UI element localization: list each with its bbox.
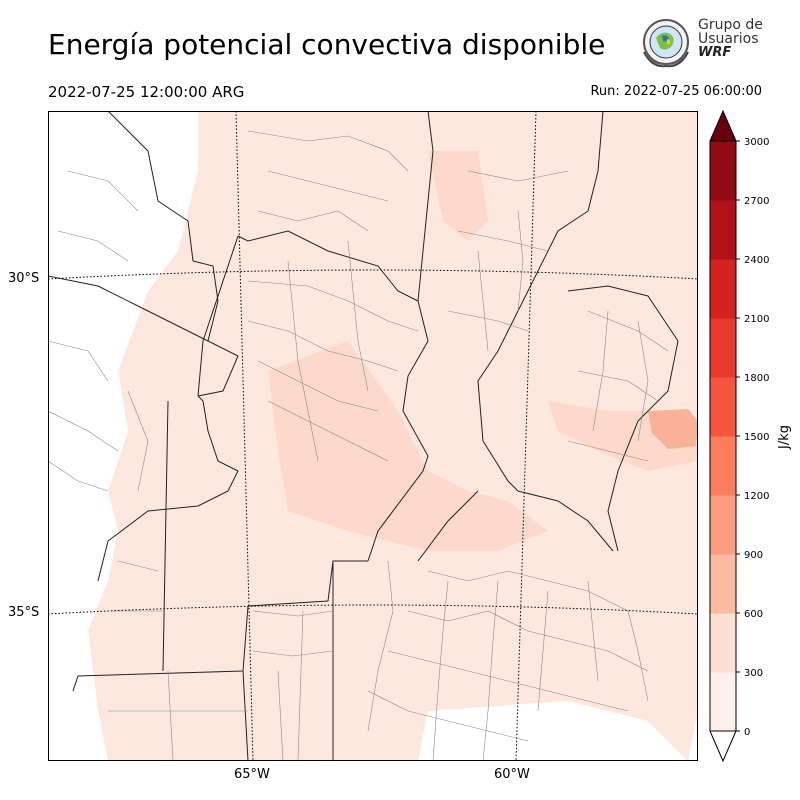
graticule bbox=[48, 111, 698, 761]
colorbar-segment bbox=[710, 554, 736, 614]
colorbar-tick-label: 600 bbox=[744, 609, 763, 620]
logo-line-2: Usuarios bbox=[698, 31, 759, 47]
logo-line-1: Grupo de bbox=[698, 17, 763, 33]
colorbar-segment bbox=[710, 613, 736, 673]
department-borders bbox=[48, 130, 669, 761]
globe-emblem-icon bbox=[643, 19, 689, 68]
colorbar-segment bbox=[710, 318, 736, 378]
colorbar-segments bbox=[709, 110, 737, 763]
cape-field bbox=[48, 111, 698, 761]
colorbar-unit-label: J/kg bbox=[777, 425, 792, 450]
run-time: Run: 2022-07-25 06:00:00 bbox=[590, 84, 762, 99]
lon-label-60w: 60°W bbox=[494, 767, 530, 782]
lon-label-65w: 65°W bbox=[234, 767, 270, 782]
lat-label-35s: 35°S bbox=[8, 605, 40, 620]
colorbar-tick-label: 3000 bbox=[744, 137, 769, 148]
colorbar-tick-label: 1500 bbox=[744, 432, 769, 443]
colorbar-tick-label: 1800 bbox=[744, 373, 769, 384]
logo-line-3: WRF bbox=[698, 45, 732, 60]
colorbar-extend-max bbox=[709, 110, 737, 142]
lat-label-30s: 30°S bbox=[8, 271, 40, 286]
cape-map bbox=[48, 111, 698, 761]
colorbar-ticks: 0 300 600 900 1200 1500 1800 2100 2400 2700 3000 bbox=[736, 137, 769, 738]
colorbar-tick-label: 1200 bbox=[744, 491, 769, 502]
valid-time: 2022-07-25 12:00:00 ARG bbox=[48, 83, 245, 101]
colorbar-tick-label: 900 bbox=[744, 550, 763, 561]
colorbar-tick-label: 2100 bbox=[744, 314, 769, 325]
colorbar-tick-label: 0 bbox=[744, 727, 750, 738]
colorbar-segment bbox=[710, 259, 736, 319]
colorbar-segment bbox=[710, 672, 736, 732]
colorbar-segment bbox=[710, 200, 736, 260]
wrf-users-group-logo: Grupo de Usuarios WRF bbox=[638, 16, 764, 74]
colorbar-segment bbox=[710, 436, 736, 496]
colorbar-segment bbox=[710, 141, 736, 201]
colorbar-tick-label: 2700 bbox=[744, 196, 769, 207]
colorbar: 0 300 600 900 1200 1500 1800 2100 2400 2700 3000 J… bbox=[709, 110, 792, 763]
map-title: Energía potencial convectiva disponible bbox=[48, 28, 606, 61]
colorbar-segment bbox=[710, 495, 736, 555]
colorbar-tick-label: 2400 bbox=[744, 255, 769, 266]
colorbar-tick-label: 300 bbox=[744, 668, 763, 679]
province-borders bbox=[48, 111, 679, 761]
colorbar-extend-min bbox=[709, 730, 737, 763]
colorbar-segment bbox=[710, 377, 736, 437]
